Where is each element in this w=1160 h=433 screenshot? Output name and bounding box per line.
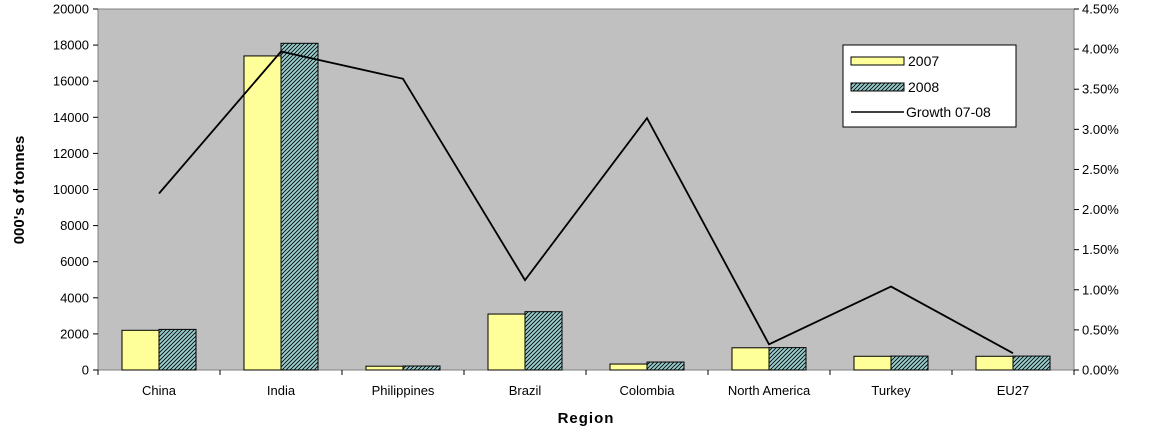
y2-tick-label: 0.00% <box>1082 363 1119 378</box>
bar-2008-eu27 <box>1012 355 1051 371</box>
x-tick-label: Turkey <box>871 383 911 398</box>
x-tick-label: Colombia <box>620 383 676 398</box>
y-tick-label: 0 <box>82 363 89 378</box>
x-tick-label: India <box>267 383 296 398</box>
bar-2007-colombia <box>609 363 648 371</box>
y2-tick-label: 2.00% <box>1082 202 1119 217</box>
bar-2008-north-america <box>768 347 807 371</box>
bars <box>121 42 1051 371</box>
legend-swatch-2007 <box>850 56 905 66</box>
y2-tick-label: 3.50% <box>1082 82 1119 97</box>
bar-2007-india <box>243 55 282 371</box>
x-tick-label: Brazil <box>509 383 542 398</box>
bar-2007-brazil <box>487 313 526 371</box>
y-tick-label: 6000 <box>60 254 89 269</box>
bar-2007-turkey <box>853 355 892 371</box>
y-tick-label: 12000 <box>53 146 89 161</box>
y-tick-label: 20000 <box>53 2 89 17</box>
y2-tick-label: 3.00% <box>1082 122 1119 137</box>
y2-tick-label: 0.50% <box>1082 322 1119 337</box>
y2-axis: 0.00% 0.50% 1.00% 1.50% 2.00% 2.50% 3.00% 3.50%… <box>1074 2 1119 378</box>
x-tick-label: EU27 <box>997 383 1030 398</box>
x-tick-label: Philippines <box>372 383 435 398</box>
legend-swatch-2008 <box>850 82 905 92</box>
legend-label-growth: Growth 07-08 <box>906 104 991 120</box>
y-tick-label: 4000 <box>60 290 89 305</box>
y2-tick-label: 1.00% <box>1082 282 1119 297</box>
growth-series-line <box>158 50 1014 354</box>
bar-2008-colombia <box>646 361 685 371</box>
bar-2008-china <box>158 328 197 371</box>
bar-2007-north-america <box>731 347 770 371</box>
y2-tick-label: 2.50% <box>1082 162 1119 177</box>
x-tick-label: China <box>142 383 177 398</box>
legend-label-2008: 2008 <box>908 79 939 95</box>
y-tick-label: 10000 <box>53 182 89 197</box>
x-axis-title: Region <box>558 410 615 427</box>
y2-tick-label: 4.00% <box>1082 42 1119 57</box>
legend-label-2007: 2007 <box>908 53 939 69</box>
bar-2007-eu27 <box>975 355 1014 371</box>
bar-2007-china <box>121 329 160 371</box>
bar-2007-philippines <box>365 365 404 371</box>
legend: 2007 2008 Growth 07-08 <box>842 44 1017 128</box>
y-tick-label: 8000 <box>60 218 89 233</box>
y-tick-label: 14000 <box>53 110 89 125</box>
y-tick-label: 2000 <box>60 326 89 341</box>
growth-line <box>158 50 1014 354</box>
y-tick-label: 16000 <box>53 74 89 89</box>
x-axis: China India Philippines Brazil Colombia North… <box>97 370 1075 398</box>
bar-2008-philippines <box>402 365 441 371</box>
y-axis-title: 000's of tonnes <box>11 136 28 245</box>
bar-2008-brazil <box>524 311 563 371</box>
y-tick-label: 18000 <box>53 38 89 53</box>
bar-2008-india <box>280 42 319 371</box>
y-axis: 0 2000 4000 6000 8000 10000 12000 14000 16000 180… <box>53 2 98 378</box>
y2-tick-label: 4.50% <box>1082 2 1119 17</box>
bar-2008-turkey <box>890 355 929 371</box>
x-tick-label: North America <box>728 383 811 398</box>
y2-tick-label: 1.50% <box>1082 242 1119 257</box>
